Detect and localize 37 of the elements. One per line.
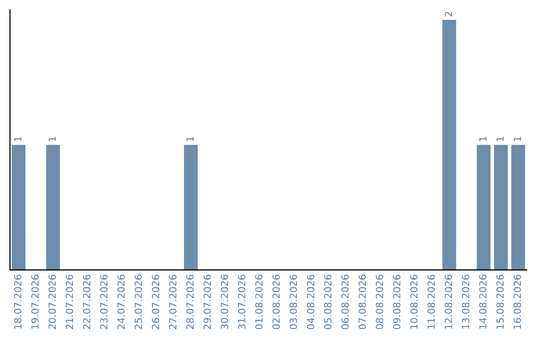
x-tick-label: 06.08.2026 bbox=[341, 274, 349, 330]
x-tick-label: 28.07.2026 bbox=[186, 274, 194, 330]
x-tick-label: 23.07.2026 bbox=[100, 274, 108, 330]
x-tick-label: 05.08.2026 bbox=[324, 274, 332, 330]
x-tick-label: 02.08.2026 bbox=[272, 274, 280, 330]
x-tick-label: 31.07.2026 bbox=[238, 274, 246, 330]
x-tick-label: 11.08.2026 bbox=[427, 274, 435, 329]
x-tick-label: 04.08.2026 bbox=[306, 274, 314, 330]
data-label: 1 bbox=[48, 136, 56, 142]
x-tick-label: 12.08.2026 bbox=[444, 274, 452, 329]
data-label: 1 bbox=[186, 136, 194, 142]
x-tick-label: 13.08.2026 bbox=[462, 274, 470, 329]
x-tick-label: 18.07.2026 bbox=[14, 274, 22, 329]
x-tick-label: 15.08.2026 bbox=[496, 274, 504, 329]
data-label: 1 bbox=[14, 136, 22, 142]
x-tick-label: 03.08.2026 bbox=[290, 274, 298, 330]
data-label: 1 bbox=[514, 136, 521, 142]
x-tick-label: 07.08.2026 bbox=[358, 274, 366, 330]
x-tick-label: 01.08.2026 bbox=[255, 274, 263, 330]
data-label: 1 bbox=[479, 136, 486, 142]
x-tick-label: 20.07.2026 bbox=[48, 274, 56, 330]
x-tick-label: 22.07.2026 bbox=[82, 274, 90, 330]
x-tick-label: 21.07.2026 bbox=[66, 274, 74, 330]
x-tick-label: 16.08.2026 bbox=[514, 274, 521, 329]
x-tick-label: 24.07.2026 bbox=[117, 274, 125, 330]
x-tick-label: 27.07.2026 bbox=[169, 274, 176, 330]
x-tick-label: 29.07.2026 bbox=[204, 274, 211, 330]
x-tick-label: 26.07.2026 bbox=[152, 274, 160, 330]
x-tick-label: 08.08.2026 bbox=[376, 274, 384, 330]
x-tick-label: 10.08.2026 bbox=[410, 274, 418, 329]
x-tick-label: 25.07.2026 bbox=[134, 274, 142, 330]
x-tick-label: 19.07.2026 bbox=[31, 274, 39, 329]
x-tick-label: 09.08.2026 bbox=[393, 274, 400, 330]
data-label: 1 bbox=[496, 136, 504, 142]
x-tick-label: 30.07.2026 bbox=[220, 274, 228, 330]
x-tick-label: 14.08.2026 bbox=[479, 274, 487, 329]
data-label: 2 bbox=[444, 12, 452, 16]
